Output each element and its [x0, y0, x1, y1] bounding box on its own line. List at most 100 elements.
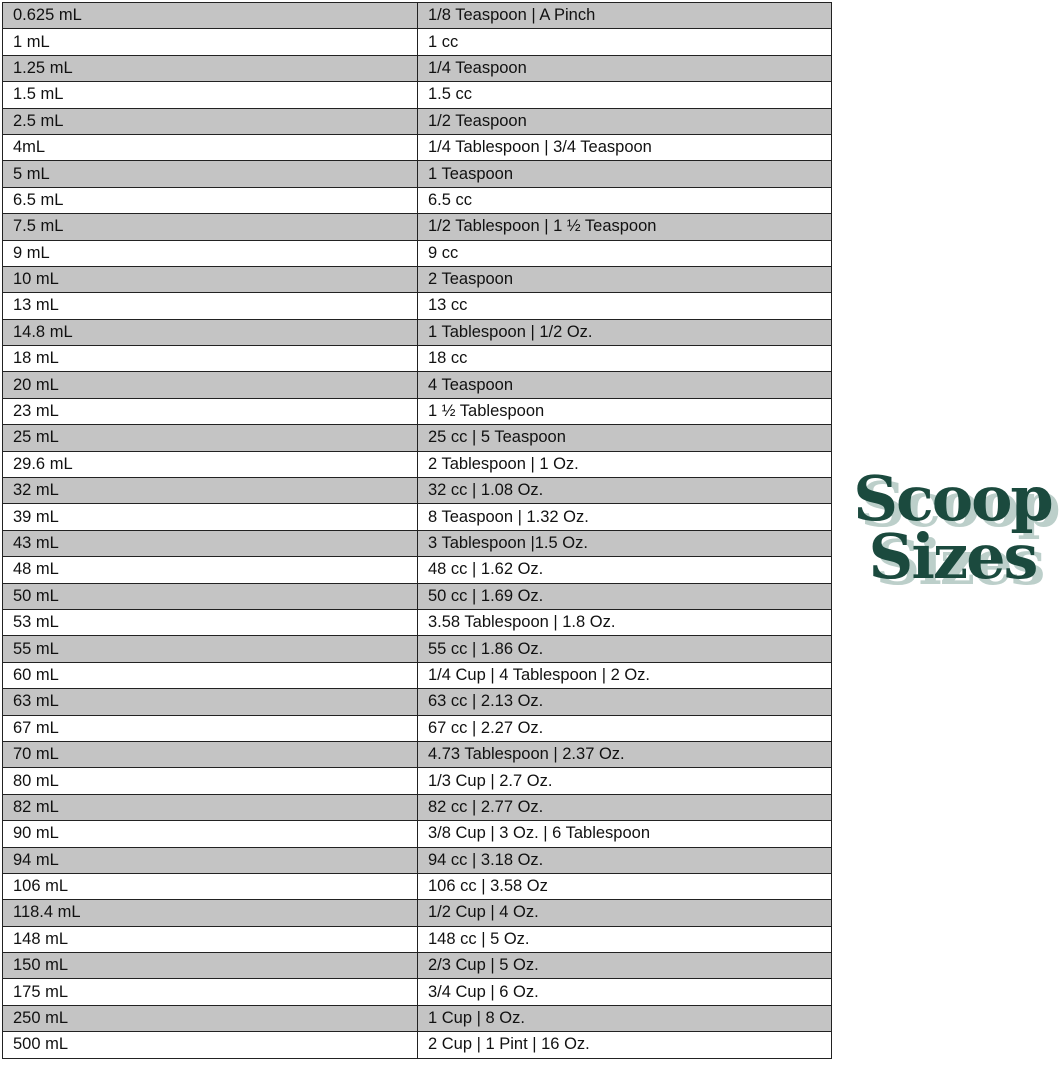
- volume-ml-cell: 67 mL: [2, 714, 418, 742]
- volume-ml-cell: 9 mL: [2, 239, 418, 267]
- equivalent-cell: 4.73 Tablespoon | 2.37 Oz.: [417, 740, 832, 769]
- volume-ml-cell: 250 mL: [2, 1004, 418, 1033]
- volume-ml-cell: 7.5 mL: [2, 213, 418, 241]
- logo-line-1: Scoop: [853, 462, 1054, 535]
- table-row: 43 mL 3 Tablespoon |1.5 Oz.: [2, 529, 832, 558]
- volume-ml-cell: 118.4 mL: [2, 899, 418, 927]
- equivalent-cell: 25 cc | 5 Teaspoon: [417, 424, 832, 452]
- volume-ml-cell: 39 mL: [2, 503, 418, 531]
- table-row: 63 mL 63 cc | 2.13 Oz.: [2, 688, 832, 716]
- equivalent-cell: 1/4 Teaspoon: [417, 54, 832, 83]
- equivalent-cell: 1/4 Cup | 4 Tablespoon | 2 Oz.: [417, 661, 832, 690]
- table-row: 80 mL 1/3 Cup | 2.7 Oz.: [2, 767, 832, 795]
- equivalent-cell: 2 Cup | 1 Pint | 16 Oz.: [417, 1031, 832, 1059]
- table-row: 5 mL 1 Teaspoon: [2, 160, 832, 188]
- table-row: 20 mL 4 Teaspoon: [2, 371, 832, 399]
- table-row: 48 mL 48 cc | 1.62 Oz.: [2, 556, 832, 584]
- volume-ml-cell: 90 mL: [2, 820, 418, 848]
- equivalent-cell: 6.5 cc: [417, 186, 832, 215]
- volume-ml-cell: 55 mL: [2, 635, 418, 663]
- volume-ml-cell: 32 mL: [2, 477, 418, 505]
- volume-ml-cell: 94 mL: [2, 846, 418, 874]
- equivalent-cell: 32 cc | 1.08 Oz.: [417, 477, 832, 505]
- table-row: 118.4 mL 1/2 Cup | 4 Oz.: [2, 899, 832, 927]
- equivalent-cell: 2 Tablespoon | 1 Oz.: [417, 450, 832, 479]
- table-row: 1 mL 1 cc: [2, 28, 832, 56]
- equivalent-cell: 50 cc | 1.69 Oz.: [417, 582, 832, 610]
- table-row: 150 mL 2/3 Cup | 5 Oz.: [2, 952, 832, 980]
- table-row: 4mL 1/4 Tablespoon | 3/4 Teaspoon: [2, 133, 832, 162]
- volume-ml-cell: 63 mL: [2, 688, 418, 716]
- table-row: 29.6 mL 2 Tablespoon | 1 Oz.: [2, 450, 832, 479]
- volume-ml-cell: 10 mL: [2, 265, 418, 294]
- volume-ml-cell: 175 mL: [2, 978, 418, 1006]
- volume-ml-cell: 70 mL: [2, 740, 418, 769]
- volume-ml-cell: 60 mL: [2, 661, 418, 690]
- equivalent-cell: 13 cc: [417, 292, 832, 320]
- table-row: 0.625 mL 1/8 Teaspoon | A Pinch: [2, 1, 832, 30]
- volume-ml-cell: 25 mL: [2, 424, 418, 452]
- table-row: 1.25 mL 1/4 Teaspoon: [2, 54, 832, 83]
- table-row: 7.5 mL 1/2 Tablespoon | 1 ½ Teaspoon: [2, 213, 832, 241]
- equivalent-cell: 2 Teaspoon: [417, 265, 832, 294]
- equivalent-cell: 1/3 Cup | 2.7 Oz.: [417, 767, 832, 795]
- equivalent-cell: 48 cc | 1.62 Oz.: [417, 556, 832, 584]
- table-row: 106 mL 106 cc | 3.58 Oz: [2, 872, 832, 901]
- equivalent-cell: 1/2 Tablespoon | 1 ½ Teaspoon: [417, 213, 832, 241]
- equivalent-cell: 1 ½ Tablespoon: [417, 397, 832, 426]
- volume-ml-cell: 14.8 mL: [2, 318, 418, 347]
- volume-ml-cell: 1.25 mL: [2, 54, 418, 83]
- equivalent-cell: 148 cc | 5 Oz.: [417, 925, 832, 954]
- volume-ml-cell: 2.5 mL: [2, 107, 418, 135]
- volume-ml-cell: 13 mL: [2, 292, 418, 320]
- equivalent-cell: 1/2 Teaspoon: [417, 107, 832, 135]
- scoop-size-table: 0.625 mL 1/8 Teaspoon | A Pinch 1 mL 1 cc 1.…: [2, 1, 832, 1059]
- equivalent-cell: 94 cc | 3.18 Oz.: [417, 846, 832, 874]
- logo-line-2: Sizes: [868, 520, 1039, 593]
- equivalent-cell: 55 cc | 1.86 Oz.: [417, 635, 832, 663]
- table-row: 175 mL 3/4 Cup | 6 Oz.: [2, 978, 832, 1006]
- equivalent-cell: 67 cc | 2.27 Oz.: [417, 714, 832, 742]
- table-row: 13 mL 13 cc: [2, 292, 832, 320]
- table-row: 148 mL 148 cc | 5 Oz.: [2, 925, 832, 954]
- volume-ml-cell: 150 mL: [2, 952, 418, 980]
- volume-ml-cell: 18 mL: [2, 345, 418, 373]
- table-row: 14.8 mL 1 Tablespoon | 1/2 Oz.: [2, 318, 832, 347]
- table-row: 250 mL 1 Cup | 8 Oz.: [2, 1004, 832, 1033]
- equivalent-cell: 3 Tablespoon |1.5 Oz.: [417, 529, 832, 558]
- equivalent-cell: 82 cc | 2.77 Oz.: [417, 793, 832, 822]
- volume-ml-cell: 43 mL: [2, 529, 418, 558]
- volume-ml-cell: 148 mL: [2, 925, 418, 954]
- volume-ml-cell: 0.625 mL: [2, 1, 418, 30]
- table-row: 67 mL 67 cc | 2.27 Oz.: [2, 714, 832, 742]
- volume-ml-cell: 48 mL: [2, 556, 418, 584]
- table-row: 18 mL 18 cc: [2, 345, 832, 373]
- table-row: 1.5 mL 1.5 cc: [2, 81, 832, 109]
- equivalent-cell: 3/8 Cup | 3 Oz. | 6 Tablespoon: [417, 820, 832, 848]
- equivalent-cell: 1.5 cc: [417, 81, 832, 109]
- scoop-sizes-logo: Scoop Sizes: [845, 462, 1060, 593]
- volume-ml-cell: 23 mL: [2, 397, 418, 426]
- volume-ml-cell: 50 mL: [2, 582, 418, 610]
- volume-ml-cell: 4mL: [2, 133, 418, 162]
- table-row: 2.5 mL 1/2 Teaspoon: [2, 107, 832, 135]
- table-row: 94 mL 94 cc | 3.18 Oz.: [2, 846, 832, 874]
- table-row: 90 mL 3/8 Cup | 3 Oz. | 6 Tablespoon: [2, 820, 832, 848]
- volume-ml-cell: 20 mL: [2, 371, 418, 399]
- equivalent-cell: 1 Teaspoon: [417, 160, 832, 188]
- equivalent-cell: 1/4 Tablespoon | 3/4 Teaspoon: [417, 133, 832, 162]
- table-row: 10 mL 2 Teaspoon: [2, 265, 832, 294]
- table-row: 60 mL 1/4 Cup | 4 Tablespoon | 2 Oz.: [2, 661, 832, 690]
- equivalent-cell: 8 Teaspoon | 1.32 Oz.: [417, 503, 832, 531]
- equivalent-cell: 1/8 Teaspoon | A Pinch: [417, 1, 832, 30]
- volume-ml-cell: 5 mL: [2, 160, 418, 188]
- volume-ml-cell: 500 mL: [2, 1031, 418, 1059]
- volume-ml-cell: 1 mL: [2, 28, 418, 56]
- volume-ml-cell: 1.5 mL: [2, 81, 418, 109]
- table-row: 55 mL 55 cc | 1.86 Oz.: [2, 635, 832, 663]
- volume-ml-cell: 80 mL: [2, 767, 418, 795]
- equivalent-cell: 1/2 Cup | 4 Oz.: [417, 899, 832, 927]
- equivalent-cell: 4 Teaspoon: [417, 371, 832, 399]
- table-row: 25 mL 25 cc | 5 Teaspoon: [2, 424, 832, 452]
- table-row: 82 mL 82 cc | 2.77 Oz.: [2, 793, 832, 822]
